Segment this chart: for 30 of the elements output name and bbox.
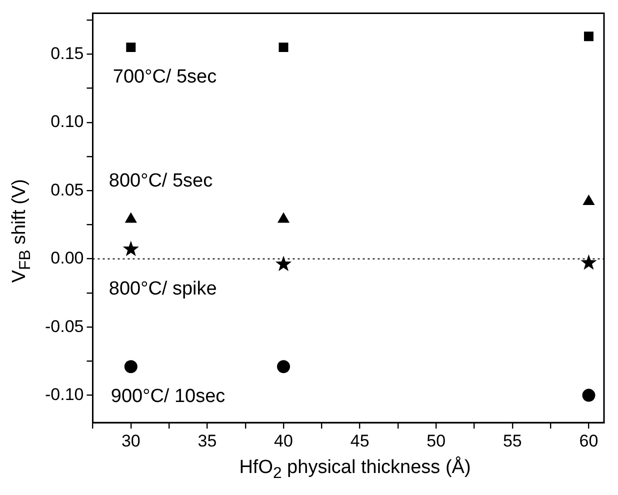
y-tick-label: -0.05 [45,316,84,336]
point [125,212,137,223]
x-tick-label: 45 [350,431,370,450]
x-axis-title: HfO$_{2}$ physical thickness (Å) [238,457,472,483]
point [122,240,139,256]
series-label: 700°C/ 5sec [112,66,217,88]
point [277,360,290,374]
point [584,32,594,42]
point [278,42,288,52]
series-label: 800°C/ 5sec [108,170,213,192]
y-tick-label: 0.15 [50,44,84,63]
x-tick-label: 30 [121,431,140,450]
point [278,212,290,223]
y-tick-label: 0.05 [50,180,84,200]
point [275,256,292,272]
x-tick-label: 35 [198,431,217,450]
y-tick-label: -0.10 [45,384,84,404]
x-tick-label: 40 [274,431,293,450]
point [580,254,597,270]
x-tick-label: 60 [579,431,598,450]
series-label: 800°C/ spike [108,278,217,300]
series-label: 900°C/ 10sec [110,386,226,407]
point [583,195,594,206]
y-tick-label: 0.00 [50,248,84,268]
point [124,360,138,374]
y-tick-label: 0.10 [50,112,84,132]
x-tick-label: 55 [502,431,522,450]
x-tick-label: 50 [426,431,446,450]
point [582,388,596,402]
point [126,42,136,52]
